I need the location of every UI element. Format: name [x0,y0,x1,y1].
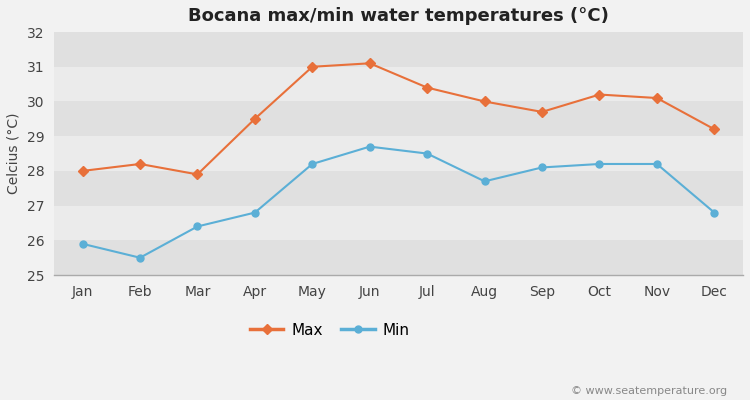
Text: © www.seatemperature.org: © www.seatemperature.org [572,386,728,396]
Max [251,116,260,121]
Max [365,61,374,66]
Bar [54,206,743,240]
Title: Bocana max/min water temperatures (°C): Bocana max/min water temperatures (°C) [188,7,609,25]
Max [193,172,202,177]
Min [136,255,145,260]
Max [480,99,489,104]
Bar [54,67,743,102]
Min [480,179,489,184]
Min [365,144,374,149]
Max [652,96,662,100]
Bar [54,136,743,171]
Min [595,162,604,166]
Max [710,127,718,132]
Max [595,92,604,97]
Line: Max: Max [79,60,718,178]
Min [710,210,718,215]
Max [308,64,316,69]
Line: Min: Min [79,143,718,261]
Bar [54,171,743,206]
Max [78,168,87,173]
Max [136,162,145,166]
Min [423,151,432,156]
Min [652,162,662,166]
Min [308,162,316,166]
Max [538,110,547,114]
Bar [54,102,743,136]
Legend: Max, Min: Max, Min [244,317,416,344]
Max [423,85,432,90]
Bar [54,32,743,67]
Min [251,210,260,215]
Min [78,242,87,246]
Min [538,165,547,170]
Bar [54,240,743,275]
Min [193,224,202,229]
Y-axis label: Celcius (°C): Celcius (°C) [7,113,21,194]
